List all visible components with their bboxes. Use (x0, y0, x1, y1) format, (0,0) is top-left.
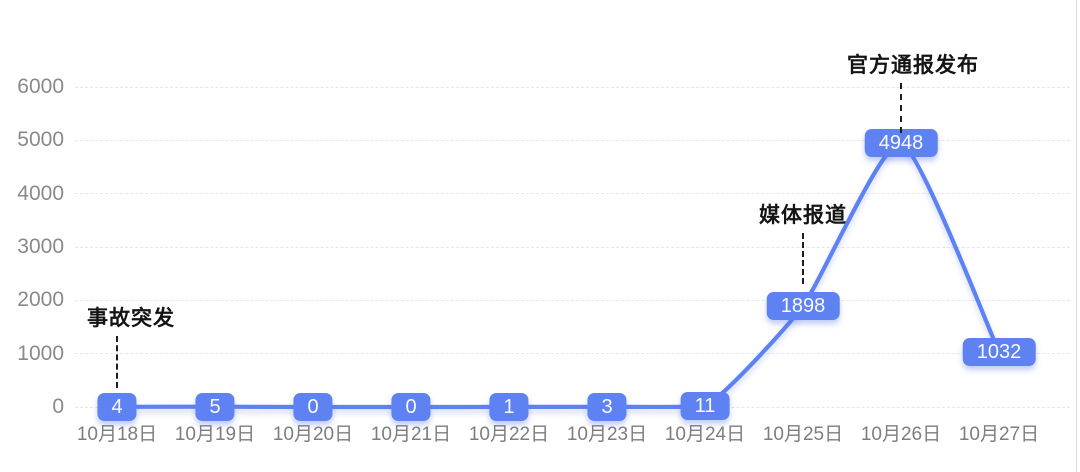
data-point-badge: 1898 (766, 291, 840, 320)
data-point-badge: 4948 (864, 129, 938, 158)
event-annotation-label: 媒体报道 (759, 203, 847, 227)
gridline (75, 246, 1070, 248)
y-axis-tick-label: 2000 (17, 288, 64, 312)
x-axis-tick-label: 10月22日 (468, 424, 550, 445)
data-point-badge: 1032 (962, 337, 1036, 366)
x-axis-tick-label: 10月24日 (664, 424, 746, 445)
x-axis-tick-label: 10月23日 (566, 424, 648, 445)
gridline (75, 86, 1070, 88)
x-axis-tick-label: 10月27日 (958, 424, 1040, 445)
x-axis-tick-label: 10月20日 (272, 424, 354, 445)
data-point-badge: 0 (293, 393, 333, 421)
data-point-badge: 0 (391, 393, 431, 421)
x-axis-tick-label: 10月19日 (174, 424, 256, 445)
gridline (75, 193, 1070, 195)
annotation-dash-line (900, 83, 902, 134)
gridline (75, 353, 1070, 355)
y-axis-tick-label: 5000 (17, 128, 64, 152)
annotation-dash-line (116, 335, 118, 388)
x-axis-tick-label: 10月26日 (860, 424, 942, 445)
data-point-badge: 4 (97, 392, 137, 421)
gridline (75, 299, 1070, 301)
data-point-badge: 11 (680, 392, 730, 421)
data-point-badge: 5 (195, 392, 235, 421)
data-point-badge: 1 (489, 392, 529, 421)
y-axis-tick-label: 4000 (17, 181, 64, 205)
annotation-dash-line (802, 232, 804, 284)
y-axis-tick-label: 1000 (17, 341, 64, 365)
y-axis-tick-label: 6000 (17, 75, 64, 98)
x-axis-tick-label: 10月18日 (76, 424, 158, 445)
card-right-border (1075, 0, 1077, 472)
event-annotation-label: 事故突发 (87, 306, 175, 330)
x-axis-tick-label: 10月21日 (370, 424, 452, 445)
y-axis-tick-label: 3000 (17, 235, 64, 258)
x-axis-tick-label: 10月25日 (762, 424, 844, 445)
trend-line (114, 141, 1002, 410)
gridline (75, 139, 1070, 141)
event-annotation-label: 官方通报发布 (847, 54, 979, 78)
data-point-badge: 3 (587, 392, 627, 421)
y-axis-tick-label: 0 (52, 395, 64, 418)
